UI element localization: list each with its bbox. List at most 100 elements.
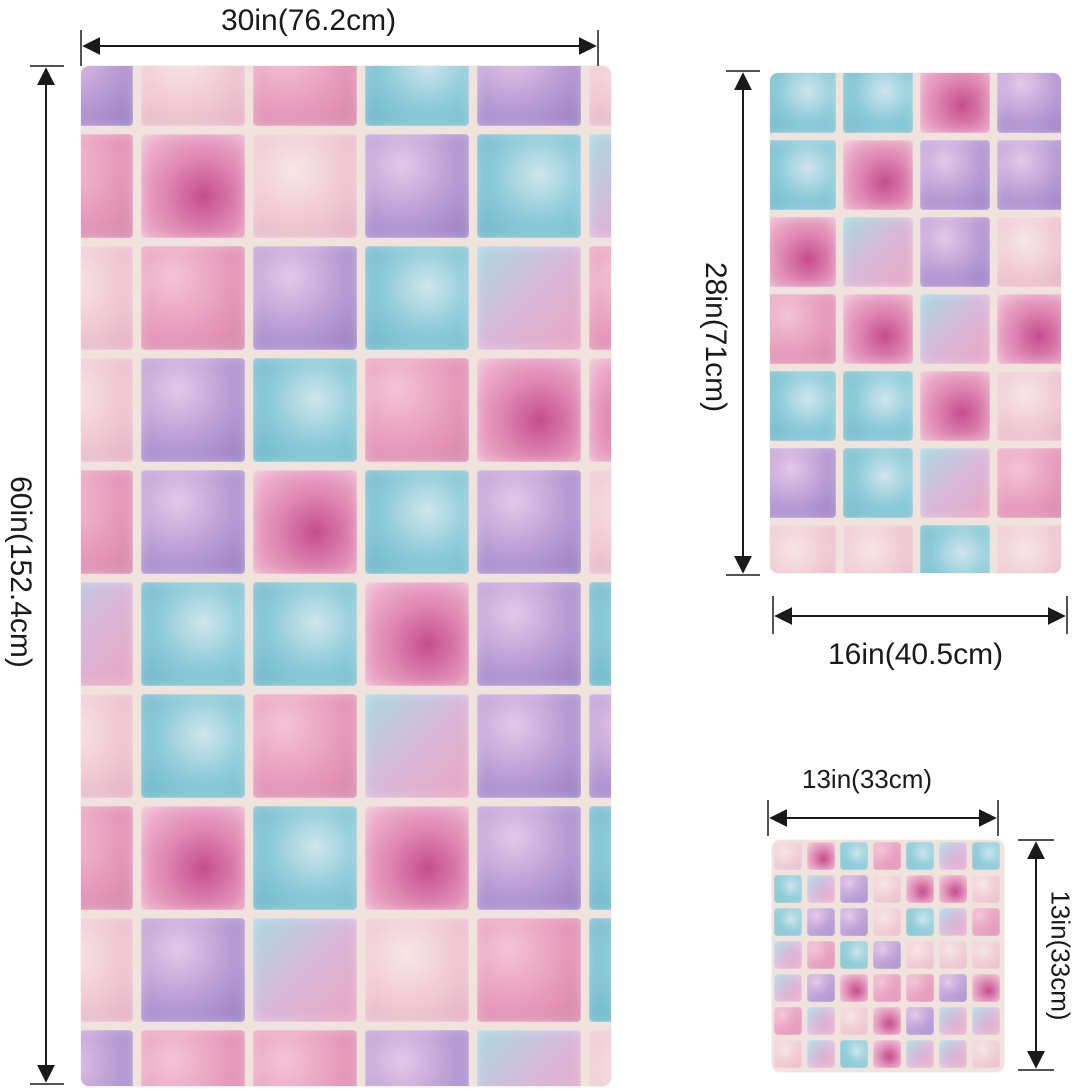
- pattern-tile: [770, 371, 836, 441]
- pattern-tile: [939, 908, 967, 936]
- pattern-tile: [873, 842, 901, 870]
- pattern-tile: [253, 134, 357, 238]
- pattern-tile: [141, 918, 245, 1022]
- pattern-tile: [81, 358, 133, 462]
- pattern-tile: [365, 246, 469, 350]
- pattern-tile: [906, 941, 934, 969]
- pattern-tile: [774, 842, 802, 870]
- pattern-tile: [873, 908, 901, 936]
- pattern-tile: [770, 73, 836, 133]
- bath-towel-height-dimension: [30, 65, 64, 1085]
- hand-towel-width-label: 16in(40.5cm): [828, 638, 1004, 671]
- pattern-tile: [939, 875, 967, 903]
- pattern-tile: [589, 694, 611, 798]
- pattern-tile: [972, 1040, 1000, 1068]
- washcloth-height-dimension: [1018, 839, 1054, 1071]
- pattern-tile: [972, 1007, 1000, 1035]
- pattern-tile: [477, 1030, 581, 1086]
- pattern-tile: [920, 448, 990, 518]
- bath-towel-width-label: 30in(76.2cm): [221, 4, 397, 37]
- pattern-tile: [873, 1040, 901, 1068]
- pattern-tile: [807, 842, 835, 870]
- pattern-tile: [939, 1007, 967, 1035]
- hand-towel-tile-grid: [770, 73, 1061, 573]
- pattern-tile: [906, 974, 934, 1002]
- hand-towel: [770, 73, 1061, 573]
- pattern-tile: [253, 918, 357, 1022]
- pattern-tile: [81, 1030, 133, 1086]
- pattern-tile: [365, 470, 469, 574]
- pattern-tile: [906, 1007, 934, 1035]
- pattern-tile: [477, 66, 581, 126]
- washcloth-tile-grid: [774, 842, 1000, 1068]
- pattern-tile: [589, 134, 611, 238]
- pattern-tile: [873, 875, 901, 903]
- pattern-tile: [843, 73, 913, 133]
- pattern-tile: [770, 294, 836, 364]
- pattern-tile: [774, 908, 802, 936]
- pattern-tile: [141, 1030, 245, 1086]
- pattern-tile: [253, 470, 357, 574]
- pattern-tile: [807, 1007, 835, 1035]
- pattern-tile: [840, 842, 868, 870]
- pattern-tile: [906, 908, 934, 936]
- hand-towel-width-dimension: [772, 596, 1068, 634]
- pattern-tile: [972, 842, 1000, 870]
- pattern-tile: [972, 974, 1000, 1002]
- pattern-tile: [840, 1040, 868, 1068]
- pattern-tile: [365, 806, 469, 910]
- pattern-tile: [972, 941, 1000, 969]
- pattern-tile: [920, 73, 990, 133]
- pattern-tile: [920, 525, 990, 573]
- pattern-tile: [589, 806, 611, 910]
- bath-towel-width-dimension: [80, 30, 599, 66]
- pattern-tile: [997, 217, 1061, 287]
- hand-towel-height-label: 28in(71cm): [699, 262, 732, 413]
- pattern-tile: [920, 371, 990, 441]
- washcloth-width-label: 13in(33cm): [802, 764, 933, 794]
- pattern-tile: [972, 875, 1000, 903]
- pattern-tile: [81, 246, 133, 350]
- pattern-tile: [141, 694, 245, 798]
- pattern-tile: [81, 806, 133, 910]
- pattern-tile: [477, 806, 581, 910]
- washcloth-height-label: 13in(33cm): [1045, 890, 1076, 1021]
- pattern-tile: [477, 470, 581, 574]
- pattern-tile: [906, 842, 934, 870]
- pattern-tile: [939, 1040, 967, 1068]
- pattern-tile: [906, 1040, 934, 1068]
- pattern-tile: [365, 358, 469, 462]
- pattern-tile: [840, 1007, 868, 1035]
- pattern-tile: [589, 1030, 611, 1086]
- pattern-tile: [589, 918, 611, 1022]
- pattern-tile: [774, 1040, 802, 1068]
- hand-towel-height-dimension: [726, 70, 760, 576]
- pattern-tile: [770, 525, 836, 573]
- pattern-tile: [873, 1007, 901, 1035]
- pattern-tile: [141, 358, 245, 462]
- pattern-tile: [477, 358, 581, 462]
- pattern-tile: [253, 694, 357, 798]
- pattern-tile: [840, 875, 868, 903]
- pattern-tile: [365, 66, 469, 126]
- pattern-tile: [997, 73, 1061, 133]
- pattern-tile: [843, 448, 913, 518]
- pattern-tile: [840, 974, 868, 1002]
- pattern-tile: [253, 358, 357, 462]
- pattern-tile: [807, 974, 835, 1002]
- pattern-tile: [873, 941, 901, 969]
- pattern-tile: [807, 875, 835, 903]
- pattern-tile: [81, 694, 133, 798]
- pattern-tile: [141, 134, 245, 238]
- pattern-tile: [770, 217, 836, 287]
- pattern-tile: [141, 246, 245, 350]
- pattern-tile: [997, 140, 1061, 210]
- pattern-tile: [997, 371, 1061, 441]
- pattern-tile: [843, 525, 913, 573]
- washcloth-width-dimension: [767, 800, 999, 836]
- pattern-tile: [477, 246, 581, 350]
- pattern-tile: [81, 582, 133, 686]
- bath-towel-height-label: 60in(152.4cm): [4, 476, 37, 668]
- pattern-tile: [770, 140, 836, 210]
